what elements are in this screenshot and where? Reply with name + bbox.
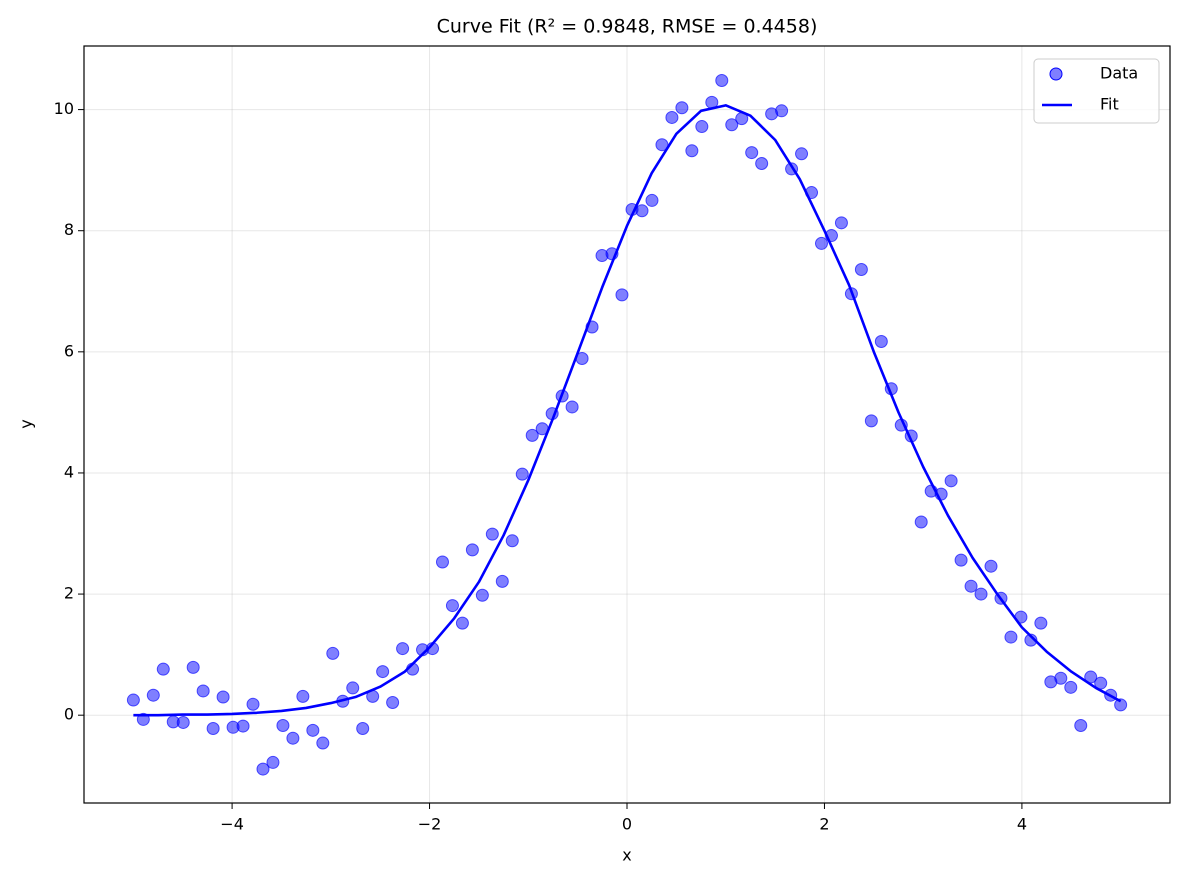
data-point <box>376 665 390 679</box>
y-tick-label: 8 <box>64 220 74 239</box>
data-point <box>1004 630 1018 644</box>
data-point <box>495 574 509 588</box>
data-point <box>515 467 529 481</box>
data-point <box>126 693 140 707</box>
data-point <box>944 474 958 488</box>
data-point <box>834 216 848 230</box>
data-point <box>1024 633 1038 647</box>
data-point <box>725 118 739 132</box>
x-tick-label: −2 <box>418 815 442 834</box>
y-tick-label: 4 <box>64 462 74 481</box>
data-point <box>286 731 300 745</box>
x-tick-label: −4 <box>220 815 244 834</box>
data-point <box>196 684 210 698</box>
data-point <box>435 555 449 569</box>
data-point <box>984 559 998 573</box>
data-point <box>216 690 230 704</box>
data-point <box>465 543 479 557</box>
y-tick-label: 6 <box>64 341 74 360</box>
data-point <box>854 262 868 276</box>
data-point <box>246 697 260 711</box>
data-point <box>256 762 270 776</box>
x-tick-label: 4 <box>1017 815 1027 834</box>
data-point <box>386 695 400 709</box>
data-point <box>695 120 709 134</box>
data-point <box>296 689 310 703</box>
data-point <box>775 104 789 118</box>
data-point <box>1074 718 1088 732</box>
y-tick-label: 10 <box>54 99 74 118</box>
y-axis-label: y <box>17 419 36 428</box>
data-point <box>236 719 250 733</box>
data-point <box>1034 616 1048 630</box>
data-point <box>795 147 809 161</box>
data-point <box>685 144 699 158</box>
data-point <box>914 515 928 529</box>
data-point <box>346 681 360 695</box>
data-point <box>755 156 769 170</box>
data-point <box>565 400 579 414</box>
data-point <box>505 534 519 548</box>
data-point <box>665 110 679 124</box>
data-point <box>525 428 539 442</box>
data-point <box>655 138 669 152</box>
data-point <box>645 193 659 207</box>
data-point <box>445 599 459 613</box>
data-point <box>974 587 988 601</box>
data-point <box>156 662 170 676</box>
data-point <box>396 642 410 656</box>
data-point <box>186 660 200 674</box>
data-point <box>306 723 320 737</box>
data-point <box>276 718 290 732</box>
data-point <box>206 722 220 736</box>
data-point <box>745 146 759 160</box>
plot-frame <box>83 45 1171 804</box>
legend-label: Data <box>1100 64 1138 83</box>
data-point <box>326 646 340 660</box>
data-point <box>615 288 629 302</box>
data-point <box>964 579 978 593</box>
data-point <box>1064 680 1078 694</box>
chart-title: Curve Fit (R² = 0.9848, RMSE = 0.4458) <box>437 16 818 38</box>
legend-label: Fit <box>1100 95 1119 114</box>
data-point <box>635 204 649 218</box>
data-point <box>874 335 888 349</box>
data-point <box>455 616 469 630</box>
legend-marker <box>1049 67 1063 81</box>
data-point <box>475 588 489 602</box>
y-tick-label: 0 <box>64 705 74 724</box>
x-axis-label: x <box>622 846 631 865</box>
x-tick-label: 0 <box>622 815 632 834</box>
y-tick-label: 2 <box>64 584 74 603</box>
fit-line <box>133 104 1122 717</box>
data-point <box>176 715 190 729</box>
data-point <box>675 101 689 115</box>
data-point <box>954 553 968 567</box>
data-point <box>864 414 878 428</box>
x-tick-label: 2 <box>819 815 829 834</box>
data-point <box>1054 671 1068 685</box>
data-point <box>316 736 330 750</box>
data-point <box>485 527 499 541</box>
data-point <box>146 688 160 702</box>
data-point <box>266 755 280 769</box>
legend-box <box>1033 58 1160 124</box>
data-point <box>814 236 828 250</box>
data-point <box>1114 698 1128 712</box>
data-point <box>715 74 729 88</box>
data-point <box>356 722 370 736</box>
